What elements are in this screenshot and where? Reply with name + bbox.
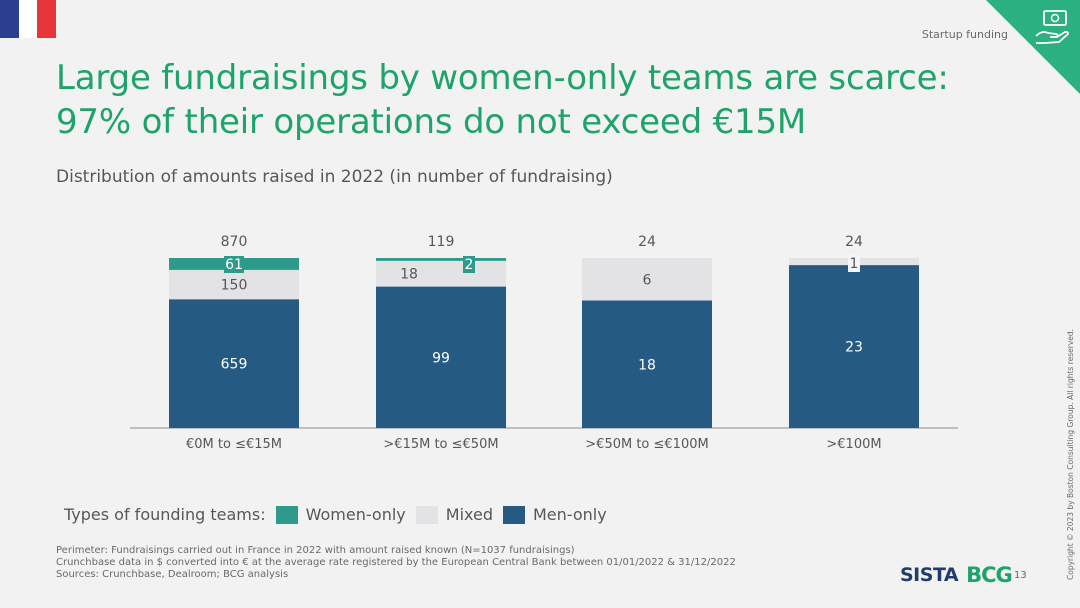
data-label-mixed-2: 6 [643,272,652,288]
data-label-men-only-1: 99 [432,350,450,366]
flag-white-stripe [18,0,38,38]
flag-red-stripe [37,0,57,38]
legend-swatch-mixed [415,505,438,524]
data-label-men-only-3: 23 [845,340,863,356]
bcg-logo: BCG [966,563,1013,587]
legend-text-mixed: Mixed [445,505,493,524]
data-label-men-only-0: 659 [221,357,248,373]
bar-segment-0-3 [789,265,919,428]
money-hand-icon [1035,10,1069,44]
footnote-perimeter: Perimeter: Fundraisings carried out in F… [56,545,575,556]
bar-segment-1-0 [169,269,299,300]
corner-triangle [986,0,1080,94]
flag-blue-stripe [0,0,19,38]
chart-subtitle: Distribution of amounts raised in 2022 (… [56,167,613,187]
category-label-2: >€50M to ≤€100M [585,437,708,452]
logos: SISTA BCG [900,563,1013,587]
total-label-0: 870 [221,234,248,250]
mixed-label-tag-3 [848,254,860,272]
legend: Types of founding teams: Women-only Mixe… [64,505,607,524]
category-label-1: >€15M to ≤€50M [383,437,498,452]
data-label-mixed-0: 150 [221,278,248,294]
legend-swatch-women-only [275,505,298,524]
footnote-sources: Sources: Crunchbase, Dealroom; BCG analy… [56,569,289,580]
total-label-2: 24 [638,234,656,250]
legend-swatch-men-only [503,505,525,524]
copyright: Copyright © 2023 by Boston Consulting Gr… [1066,328,1075,580]
total-label-1: 119 [428,234,455,250]
page-title: Large fundraisings by women-only teams a… [56,56,949,144]
data-label-men-only-2: 18 [638,357,656,373]
women-label-tag-1 [463,256,475,273]
legend-text-men-only: Men-only [533,505,607,524]
legend-text-women-only: Women-only [305,505,406,524]
title-line-1: Large fundraisings by women-only teams a… [56,58,949,98]
data-label-women-1: 2 [465,257,474,273]
footnotes: Perimeter: Fundraisings carried out in F… [56,545,736,581]
bar-segment-0-0 [169,299,299,428]
category-label-3: >€100M [826,437,881,452]
bar-segment-1-1 [376,260,506,287]
france-flag [0,0,57,38]
bar-segment-1-2 [582,258,712,301]
legend-item-women-only: Women-only [266,505,406,524]
sista-logo: SISTA [900,564,959,586]
data-label-mixed-3: 1 [850,256,859,272]
legend-item-mixed: Mixed [406,505,493,524]
page-number: 13 [1014,570,1027,581]
bar-segment-0-2 [582,300,712,428]
bar-segment-0-1 [376,286,506,428]
footnote-conversion: Crunchbase data in $ converted into € at… [56,557,736,568]
data-label-women-0: 61 [225,257,243,273]
category-label-0: €0M to ≤€15M [186,437,282,452]
bar-segment-2-1 [376,258,506,261]
total-label-3: 24 [845,234,863,250]
title-line-2: 97% of their operations do not exceed €1… [56,102,807,142]
legend-item-men-only: Men-only [493,505,607,524]
legend-label: Types of founding teams: [64,505,266,524]
data-label-mixed-1: 18 [400,267,418,283]
women-label-tag-0 [224,256,244,273]
